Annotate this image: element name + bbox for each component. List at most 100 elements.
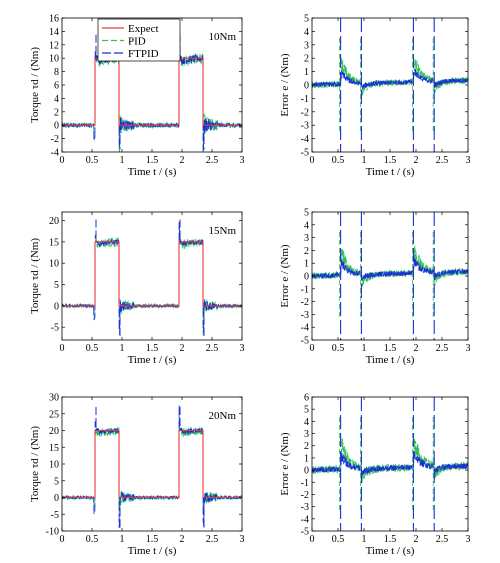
x-axis-label: Time t / (s) (128, 354, 177, 366)
series-line-expect (62, 429, 242, 499)
series-line-ftpid (311, 68, 469, 90)
y-tick-label: -4 (301, 134, 309, 145)
x-tick-label: 2 (414, 155, 419, 166)
x-axis-label: Time t / (s) (366, 545, 415, 557)
y-tick-label: 12 (49, 40, 59, 51)
x-tick-label: 0 (310, 343, 315, 354)
x-tick-label: 2.5 (436, 155, 449, 166)
y-tick-label: -10 (46, 527, 59, 538)
x-tick-label: 1.5 (146, 155, 159, 166)
y-tick-label: -5 (51, 510, 59, 521)
y-tick-label: 0 (304, 272, 309, 283)
x-tick-label: 0.5 (86, 534, 99, 545)
y-tick-label: 10 (49, 460, 59, 471)
x-tick-label: 1.5 (146, 343, 159, 354)
y-tick-label: 2 (304, 441, 309, 452)
y-tick-label: 2 (304, 246, 309, 257)
x-tick-label: 0 (310, 534, 315, 545)
y-tick-label: 5 (304, 14, 309, 25)
x-tick-label: 0.5 (332, 155, 345, 166)
y-axis-label: Error e / (Nm) (279, 53, 291, 117)
x-tick-label: 2.5 (206, 534, 219, 545)
y-tick-label: 3 (304, 429, 309, 440)
y-tick-label: -1 (301, 94, 309, 105)
legend-label-pid: PID (128, 36, 146, 48)
plot-frame (311, 396, 469, 532)
x-tick-label: 1 (120, 155, 125, 166)
y-tick-label: 10 (49, 259, 59, 270)
series-line-ftpid (311, 451, 469, 478)
x-tick-label: 3 (240, 343, 245, 354)
y-tick-label: 6 (304, 393, 309, 404)
x-tick-label: 2.5 (436, 534, 449, 545)
series-line-ftpid (311, 256, 469, 281)
y-tick-label: -3 (301, 502, 309, 513)
x-tick-label: 1 (362, 534, 367, 545)
x-tick-label: 2 (414, 534, 419, 545)
y-tick-label: 5 (304, 405, 309, 416)
x-tick-label: 1.5 (384, 534, 397, 545)
chart-error-10: 0 0.5 1 1.5 2 2.5 3 -5 -4 -3 -2 -1 0 1 2 3 4 5 Time t / (s… (279, 14, 471, 179)
x-tick-label: 0 (60, 534, 65, 545)
y-tick-label: -5 (301, 336, 309, 347)
x-tick-label: 2.5 (206, 343, 219, 354)
x-tick-label: 3 (240, 534, 245, 545)
y-tick-label: 15 (49, 237, 59, 248)
y-axis-label: Error e / (Nm) (279, 432, 291, 496)
x-axis-label: Time t / (s) (366, 166, 415, 178)
x-tick-label: 2.5 (206, 155, 219, 166)
y-tick-label: -1 (301, 284, 309, 295)
x-tick-label: 2 (180, 343, 185, 354)
series-line-pid (311, 56, 469, 96)
x-tick-label: 2 (414, 343, 419, 354)
x-axis-label: Time t / (s) (128, 166, 177, 178)
y-tick-label: 1 (304, 259, 309, 270)
y-tick-label: 20 (49, 216, 59, 227)
series-line-pid (61, 417, 243, 522)
x-tick-label: 1 (120, 343, 125, 354)
series-line-pid (61, 226, 243, 336)
y-tick-label: -4 (301, 323, 309, 334)
x-tick-label: 3 (240, 155, 245, 166)
y-tick-label: 30 (49, 393, 59, 404)
x-tick-label: 1 (362, 155, 367, 166)
y-tick-label: -2 (301, 490, 309, 501)
series-line-ftpid (61, 405, 243, 529)
y-tick-label: -2 (301, 297, 309, 308)
y-tick-label: 2 (54, 107, 59, 118)
y-tick-label: -4 (301, 514, 309, 525)
y-tick-label: 20 (49, 426, 59, 437)
y-tick-label: 4 (304, 417, 309, 428)
y-tick-label: 3 (304, 40, 309, 51)
x-tick-label: 3 (466, 155, 471, 166)
torque-level-annotation: 20Nm (209, 410, 237, 422)
y-tick-label: 0 (54, 301, 59, 312)
x-tick-label: 0 (310, 155, 315, 166)
x-tick-label: 0 (60, 343, 65, 354)
y-tick-label: -4 (51, 148, 59, 159)
y-tick-label: 0 (304, 81, 309, 92)
y-tick-label: -3 (301, 310, 309, 321)
y-tick-label: 6 (54, 81, 59, 92)
legend-label-expect: Expect (128, 23, 159, 35)
y-tick-label: 4 (54, 94, 59, 105)
series-line-ftpid (61, 42, 243, 153)
y-tick-label: 1 (304, 67, 309, 78)
x-tick-label: 0.5 (332, 343, 345, 354)
y-tick-label: 10 (49, 54, 59, 65)
x-tick-label: 3 (466, 534, 471, 545)
y-tick-label: 0 (54, 121, 59, 132)
x-tick-label: 2 (180, 534, 185, 545)
x-tick-label: 1.5 (146, 534, 159, 545)
y-tick-label: 0 (304, 466, 309, 477)
y-tick-label: 0 (54, 493, 59, 504)
series-line-ftpid (61, 221, 243, 336)
x-tick-label: 2.5 (436, 343, 449, 354)
y-tick-label: 14 (49, 27, 59, 38)
y-tick-label: 1 (304, 453, 309, 464)
